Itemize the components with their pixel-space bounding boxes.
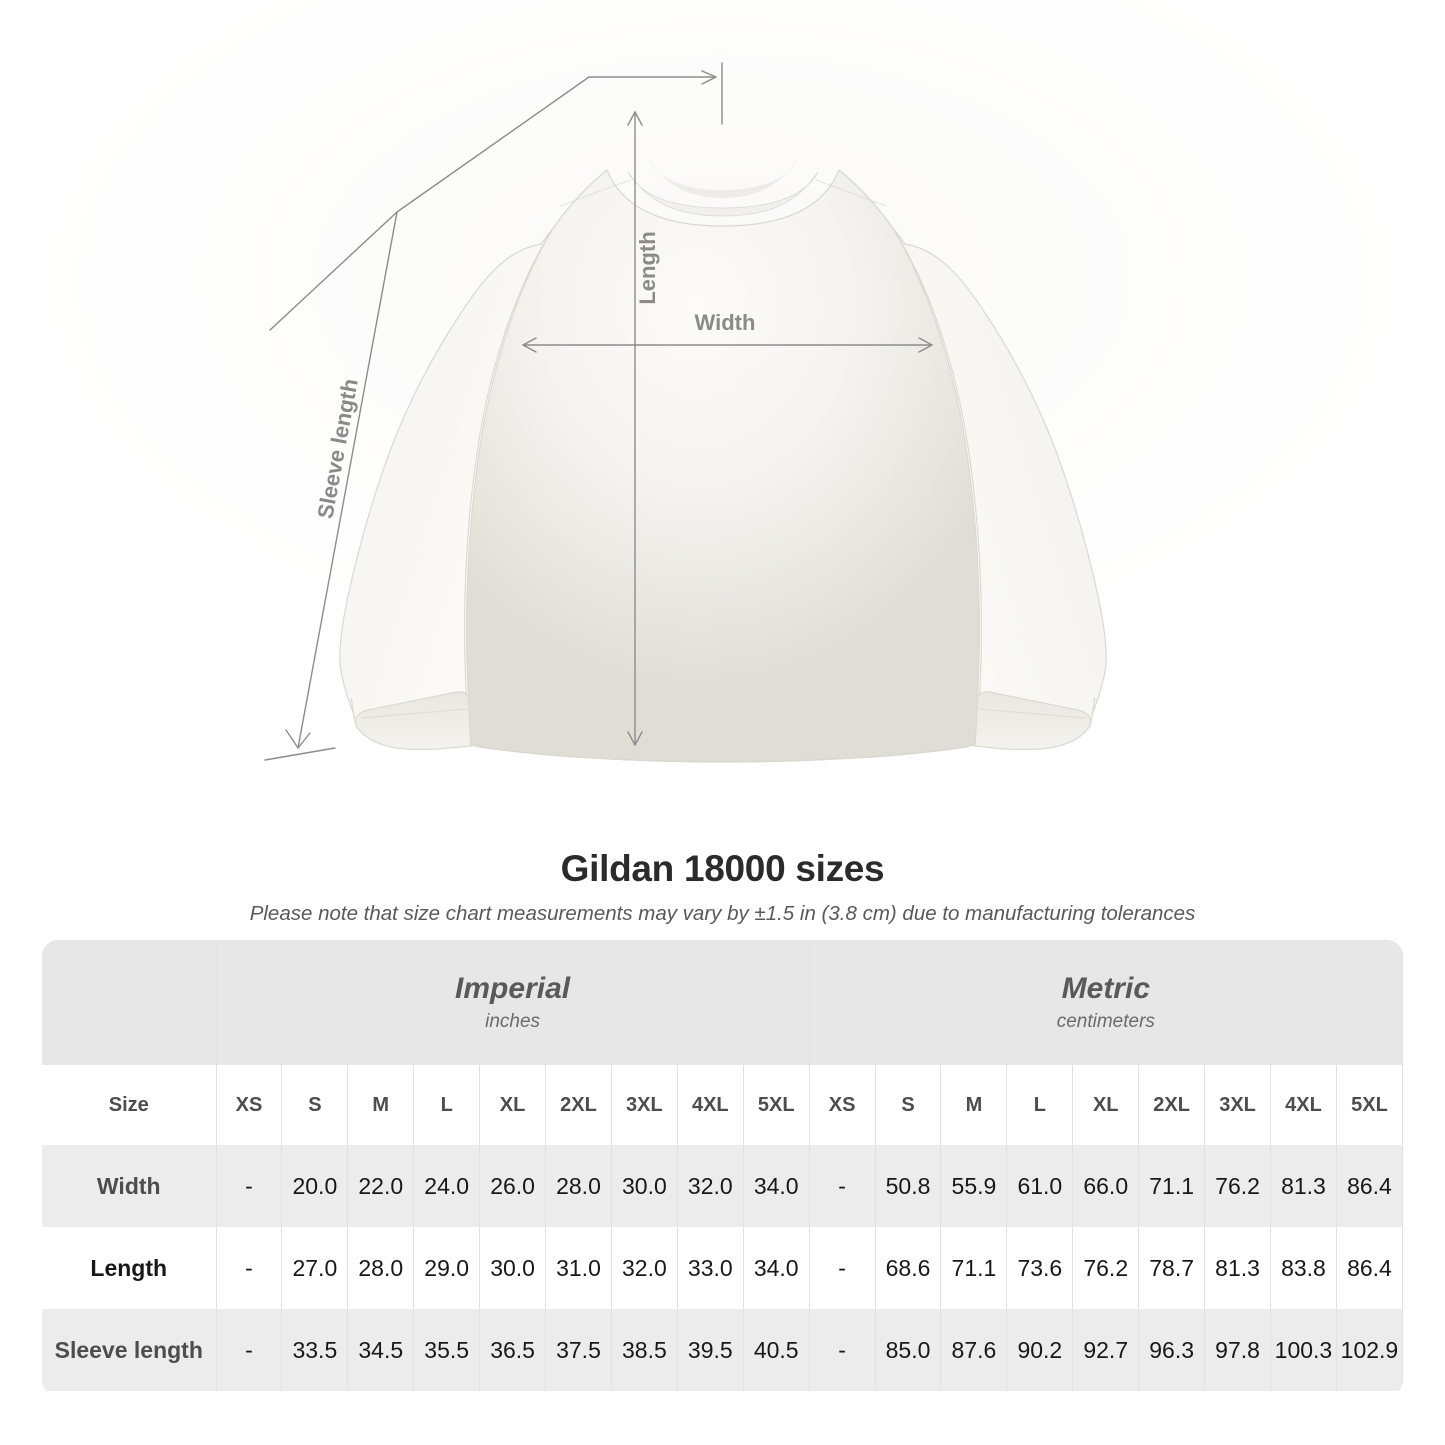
svg-text:Length: Length: [635, 231, 660, 304]
svg-text:Width: Width: [695, 310, 756, 335]
